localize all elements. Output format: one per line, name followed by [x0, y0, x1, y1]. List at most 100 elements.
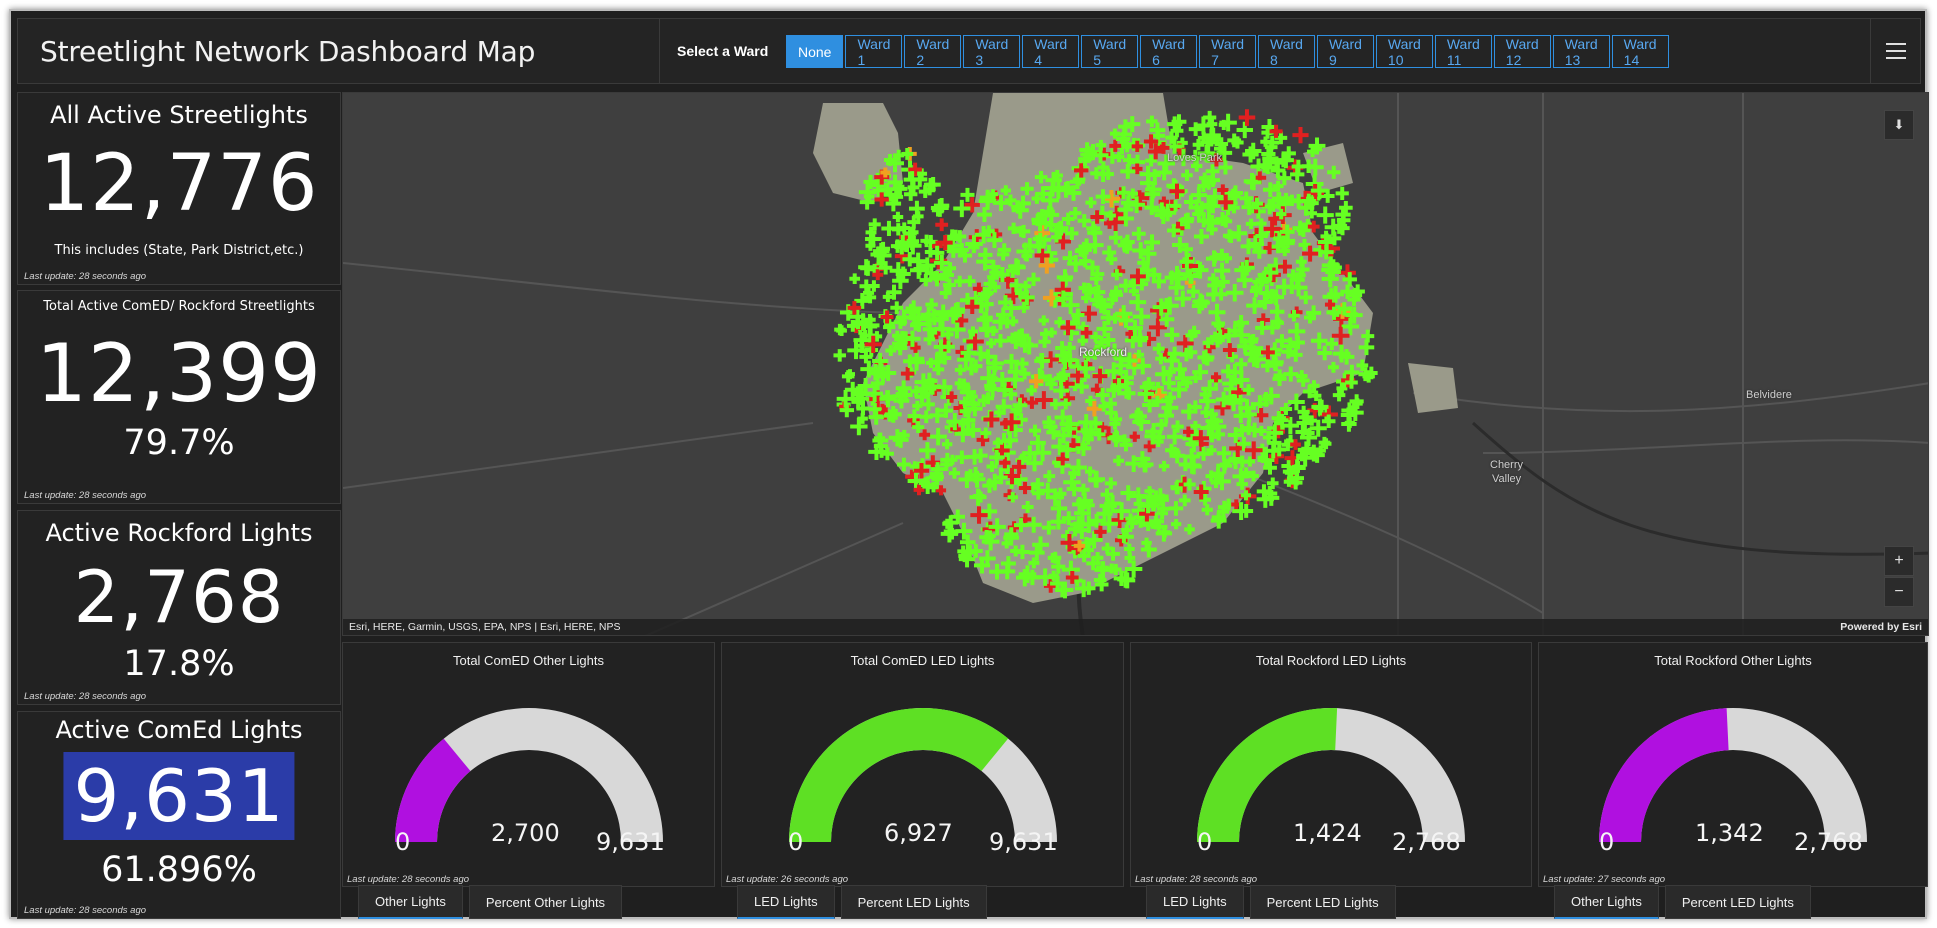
streetlight-marker[interactable] — [1327, 231, 1342, 246]
streetlight-marker[interactable] — [898, 429, 910, 441]
streetlight-marker[interactable] — [1007, 521, 1021, 534]
streetlight-marker[interactable] — [1121, 352, 1138, 369]
streetlight-marker[interactable] — [1013, 518, 1029, 533]
streetlight-marker[interactable] — [1227, 133, 1242, 148]
streetlight-marker[interactable] — [925, 298, 938, 311]
streetlight-marker[interactable] — [1124, 560, 1143, 578]
streetlight-marker[interactable] — [1210, 512, 1227, 529]
streetlight-marker[interactable] — [1028, 374, 1044, 389]
streetlight-marker[interactable] — [880, 447, 894, 461]
streetlight-marker[interactable] — [1267, 257, 1284, 275]
streetlight-marker[interactable] — [892, 223, 905, 236]
streetlight-marker[interactable] — [929, 427, 947, 446]
streetlight-marker[interactable] — [935, 218, 949, 232]
streetlight-marker[interactable] — [1288, 348, 1303, 362]
streetlight-marker[interactable] — [1217, 184, 1229, 196]
streetlight-marker[interactable] — [1100, 514, 1118, 533]
streetlight-marker[interactable] — [1144, 428, 1161, 445]
streetlight-marker[interactable] — [1305, 196, 1319, 210]
streetlight-marker[interactable] — [944, 306, 962, 324]
streetlight-marker[interactable] — [1238, 399, 1256, 417]
streetlight-marker[interactable] — [854, 292, 871, 309]
streetlight-marker[interactable] — [1019, 513, 1032, 526]
streetlight-marker[interactable] — [1339, 200, 1353, 215]
streetlight-marker[interactable] — [960, 344, 977, 361]
streetlight-marker[interactable] — [979, 297, 994, 312]
streetlight-marker[interactable] — [1190, 372, 1201, 383]
streetlight-marker[interactable] — [1130, 268, 1146, 285]
streetlight-marker[interactable] — [1200, 134, 1216, 150]
streetlight-marker[interactable] — [1291, 193, 1306, 209]
streetlight-marker[interactable] — [1205, 127, 1221, 144]
streetlight-marker[interactable] — [1060, 350, 1072, 362]
streetlight-marker[interactable] — [954, 378, 965, 389]
streetlight-marker[interactable] — [955, 450, 969, 465]
streetlight-marker[interactable] — [1174, 290, 1192, 307]
streetlight-marker[interactable] — [1182, 257, 1200, 275]
streetlight-marker[interactable] — [907, 215, 921, 229]
streetlight-marker[interactable] — [1095, 189, 1111, 205]
streetlight-marker[interactable] — [1061, 560, 1080, 579]
streetlight-marker[interactable] — [986, 338, 997, 349]
streetlight-marker[interactable] — [1121, 141, 1133, 153]
streetlight-marker[interactable] — [1206, 408, 1218, 421]
streetlight-marker[interactable] — [1055, 290, 1072, 307]
streetlight-marker[interactable] — [1142, 377, 1156, 391]
streetlight-marker[interactable] — [1280, 233, 1296, 249]
streetlight-marker[interactable] — [1218, 119, 1229, 130]
streetlight-marker[interactable] — [1205, 164, 1220, 179]
streetlight-marker[interactable] — [931, 473, 943, 485]
streetlight-marker[interactable] — [1046, 327, 1057, 338]
streetlight-marker[interactable] — [969, 544, 983, 558]
streetlight-marker[interactable] — [1277, 171, 1292, 186]
streetlight-marker[interactable] — [1206, 188, 1224, 206]
streetlight-marker[interactable] — [1031, 214, 1049, 232]
streetlight-marker[interactable] — [1256, 218, 1267, 229]
streetlight-marker[interactable] — [859, 279, 874, 294]
streetlight-marker[interactable] — [1296, 448, 1315, 467]
streetlight-marker[interactable] — [1053, 382, 1070, 399]
streetlight-marker[interactable] — [1185, 435, 1203, 453]
streetlight-marker[interactable] — [1095, 166, 1111, 183]
streetlight-marker[interactable] — [1266, 199, 1280, 212]
streetlight-marker[interactable] — [1065, 185, 1082, 201]
streetlight-marker[interactable] — [1183, 457, 1201, 474]
streetlight-marker[interactable] — [1284, 434, 1298, 448]
streetlight-marker[interactable] — [1076, 359, 1095, 378]
streetlight-marker[interactable] — [1287, 269, 1300, 282]
streetlight-marker[interactable] — [1054, 409, 1071, 426]
streetlight-marker[interactable] — [1190, 186, 1208, 204]
streetlight-marker[interactable] — [1212, 134, 1223, 145]
streetlight-marker[interactable] — [1141, 537, 1152, 549]
streetlight-marker[interactable] — [1298, 238, 1311, 251]
streetlight-marker[interactable] — [1192, 138, 1205, 151]
streetlight-marker[interactable] — [1040, 244, 1058, 262]
streetlight-marker[interactable] — [1053, 220, 1069, 236]
streetlight-marker[interactable] — [1126, 517, 1138, 529]
streetlight-marker[interactable] — [1156, 164, 1173, 181]
streetlight-marker[interactable] — [1197, 179, 1210, 193]
streetlight-marker[interactable] — [1117, 530, 1131, 544]
streetlight-marker[interactable] — [1187, 149, 1204, 167]
streetlight-marker[interactable] — [849, 273, 861, 285]
streetlight-marker[interactable] — [1085, 260, 1100, 275]
streetlight-marker[interactable] — [1086, 556, 1101, 571]
streetlight-marker[interactable] — [1082, 499, 1095, 512]
streetlight-marker[interactable] — [1001, 380, 1017, 395]
streetlight-marker[interactable] — [1279, 224, 1295, 240]
streetlight-marker[interactable] — [934, 320, 951, 338]
streetlight-marker[interactable] — [1199, 493, 1212, 506]
streetlight-marker[interactable] — [1056, 452, 1070, 466]
streetlight-marker[interactable] — [1131, 140, 1143, 153]
streetlight-marker[interactable] — [1104, 397, 1117, 410]
streetlight-marker[interactable] — [1216, 275, 1230, 289]
streetlight-marker[interactable] — [968, 241, 980, 254]
streetlight-marker[interactable] — [1100, 488, 1114, 502]
streetlight-marker[interactable] — [1180, 242, 1193, 256]
streetlight-marker[interactable] — [1085, 531, 1103, 549]
streetlight-marker[interactable] — [1144, 234, 1160, 251]
streetlight-marker[interactable] — [1094, 525, 1107, 539]
streetlight-marker[interactable] — [1084, 144, 1102, 161]
streetlight-marker[interactable] — [1026, 454, 1043, 472]
streetlight-marker[interactable] — [1192, 207, 1206, 222]
